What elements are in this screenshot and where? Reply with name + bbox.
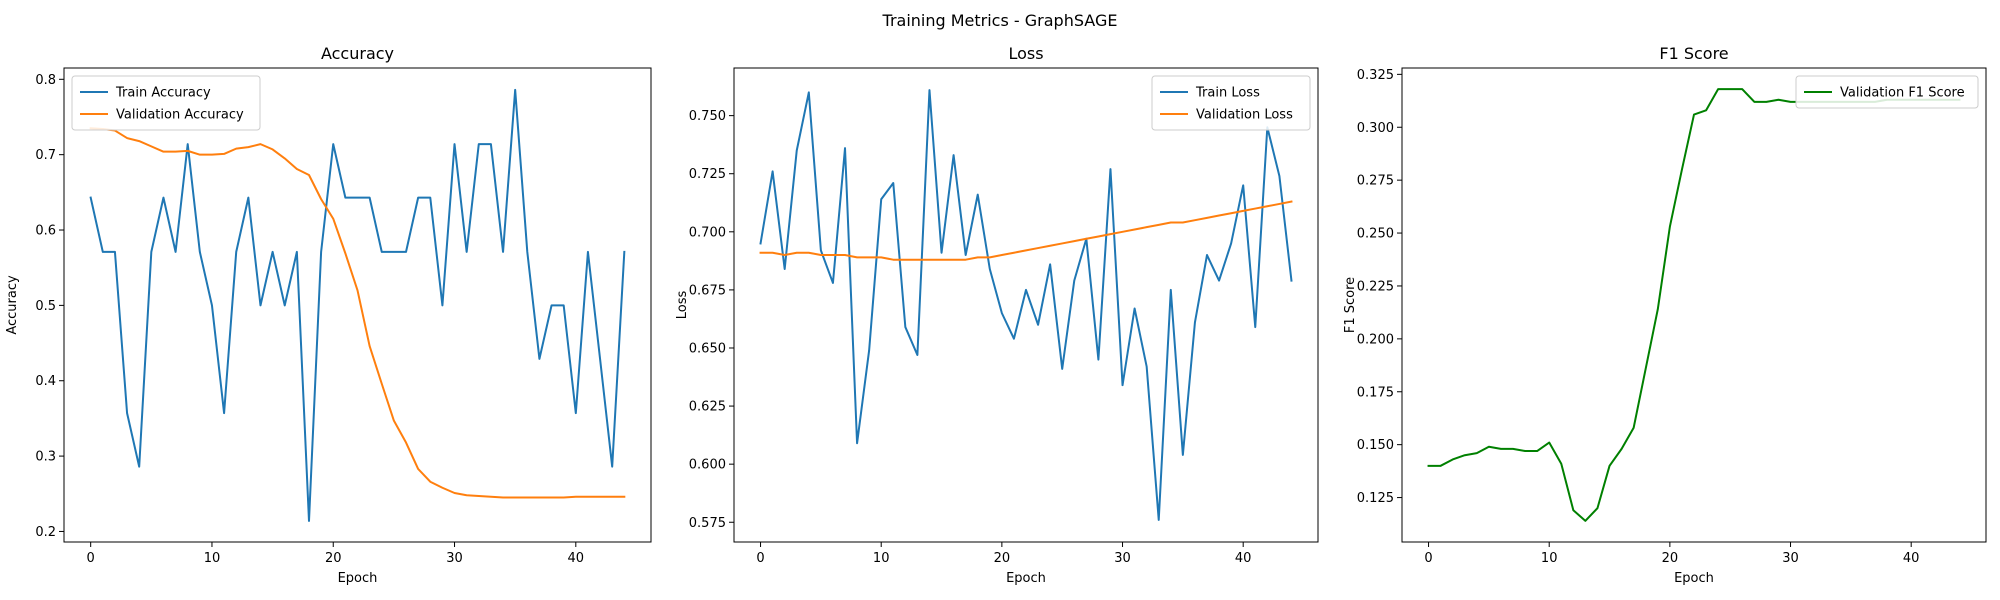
y-tick-label: 0.675	[689, 283, 726, 298]
loss-chart: Loss 0 10 20 30 40 0.575 0.600 0.625 0.650 0.675 0.…	[675, 44, 1319, 586]
series-line-validation-f1-score	[1427, 88, 1961, 522]
y-tick-label: 0.8	[35, 73, 56, 88]
y-tick-label: 0.3	[35, 450, 56, 465]
y-tick-label: 0.6	[35, 224, 56, 239]
plot-frame	[733, 67, 1319, 543]
legend: Validation F1 Score	[1795, 75, 1979, 109]
y-tick-label: 0.325	[1357, 68, 1394, 83]
x-tick-label: 30	[1782, 551, 1799, 566]
y-axis-label: Loss	[675, 291, 690, 320]
chart-title: F1 Score	[1659, 44, 1728, 63]
x-axis-label: Epoch	[338, 571, 378, 586]
legend-label: Validation F1 Score	[1840, 86, 1965, 101]
y-tick-label: 0.300	[1357, 121, 1394, 136]
x-axis-label: Epoch	[1006, 571, 1046, 586]
x-tick-label: 40	[568, 551, 585, 566]
x-tick-label: 30	[1114, 551, 1131, 566]
accuracy-chart: Accuracy 0 10 20 30 40 0.2 0.3 0.4 0.5 0.6 0.7 0.8 Ep…	[5, 44, 652, 586]
x-tick-label: 10	[1541, 551, 1558, 566]
x-tick-label: 30	[446, 551, 463, 566]
y-tick-label: 0.275	[1357, 174, 1394, 189]
y-tick-label: 0.7	[35, 148, 56, 163]
y-tick-label: 0.750	[689, 109, 726, 124]
x-tick-label: 0	[756, 551, 764, 566]
x-tick-label: 0	[87, 551, 95, 566]
y-tick-label: 0.125	[1357, 491, 1394, 506]
legend-label: Train Loss	[1195, 86, 1260, 101]
y-tick-label: 0.2	[35, 525, 56, 540]
y-tick-label: 0.200	[1357, 332, 1394, 347]
x-tick-label: 20	[994, 551, 1011, 566]
y-tick-label: 0.5	[35, 299, 56, 314]
y-axis-label: F1 Score	[1343, 277, 1358, 333]
x-tick-label: 40	[1235, 551, 1252, 566]
series-line-train-loss	[759, 89, 1293, 521]
series-line-train-accuracy	[89, 88, 626, 522]
x-tick-label: 20	[1662, 551, 1679, 566]
legend-label: Train Accuracy	[115, 86, 211, 101]
y-tick-label: 0.725	[689, 167, 726, 182]
legend: Train Loss Validation Loss	[1151, 75, 1311, 131]
y-tick-label: 0.700	[689, 225, 726, 240]
y-tick-label: 0.650	[689, 341, 726, 356]
legend: Train Accuracy Validation Accuracy	[71, 75, 261, 131]
x-axis-label: Epoch	[1674, 571, 1714, 586]
plot-frame	[1401, 67, 1987, 543]
x-tick-label: 10	[873, 551, 890, 566]
legend-box	[71, 75, 261, 131]
series-line-validation-loss	[759, 200, 1293, 261]
x-tick-label: 0	[1424, 551, 1432, 566]
chart-title: Loss	[1008, 44, 1043, 63]
y-tick-label: 0.4	[35, 374, 56, 389]
legend-label: Validation Loss	[1196, 108, 1293, 123]
y-tick-label: 0.150	[1357, 438, 1394, 453]
f1-score-chart: F1 Score 0 10 20 30 40 0.125 0.150 0.175 0.200 0.2…	[1343, 44, 1987, 586]
y-tick-label: 0.175	[1357, 385, 1394, 400]
y-tick-label: 0.625	[689, 400, 726, 415]
figure-suptitle: Training Metrics - GraphSAGE	[882, 11, 1118, 30]
y-tick-label: 0.575	[689, 516, 726, 531]
chart-title: Accuracy	[321, 44, 394, 63]
x-tick-label: 20	[325, 551, 342, 566]
y-tick-label: 0.225	[1357, 279, 1394, 294]
y-tick-label: 0.600	[689, 458, 726, 473]
y-axis-label: Accuracy	[5, 275, 20, 335]
x-tick-label: 40	[1903, 551, 1920, 566]
legend-box	[1795, 75, 1979, 109]
legend-label: Validation Accuracy	[116, 108, 244, 123]
series-line-validation-accuracy	[89, 127, 626, 499]
y-tick-label: 0.250	[1357, 227, 1394, 242]
legend-box	[1151, 75, 1311, 131]
x-tick-label: 10	[204, 551, 221, 566]
